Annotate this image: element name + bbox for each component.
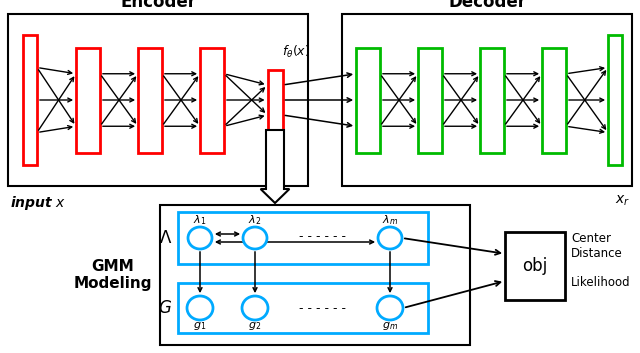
Text: Center
Distance: Center Distance — [571, 232, 623, 259]
Text: $x_r$: $x_r$ — [615, 194, 630, 208]
Bar — [268, 70, 282, 130]
Ellipse shape — [187, 296, 213, 320]
Ellipse shape — [242, 296, 268, 320]
Text: $\lambda_2$: $\lambda_2$ — [248, 213, 262, 227]
Bar — [160, 205, 470, 345]
Text: - - - - - -: - - - - - - — [299, 301, 346, 315]
Text: input $x$: input $x$ — [10, 194, 66, 212]
Bar — [200, 48, 224, 152]
Bar — [356, 48, 380, 152]
Text: $g_2$: $g_2$ — [248, 320, 262, 332]
FancyArrow shape — [260, 130, 289, 203]
Text: - - - - - -: - - - - - - — [299, 231, 346, 244]
Text: Decoder: Decoder — [448, 0, 526, 11]
Text: $\Lambda$: $\Lambda$ — [159, 229, 172, 247]
Bar — [418, 48, 442, 152]
Text: Encoder: Encoder — [120, 0, 196, 11]
Bar — [480, 48, 504, 152]
Bar — [505, 232, 565, 300]
Bar — [23, 35, 37, 165]
Ellipse shape — [243, 227, 267, 249]
Bar — [76, 48, 100, 152]
Text: $g_1$: $g_1$ — [193, 320, 207, 332]
Bar — [138, 48, 162, 152]
Text: GMM
Modeling: GMM Modeling — [74, 259, 152, 291]
Bar — [8, 14, 308, 186]
Text: $\lambda_1$: $\lambda_1$ — [193, 213, 207, 227]
Bar — [178, 283, 428, 333]
Bar — [342, 14, 632, 186]
Ellipse shape — [188, 227, 212, 249]
Bar — [608, 35, 622, 165]
Text: $g_m$: $g_m$ — [382, 320, 398, 332]
Text: $\lambda_m$: $\lambda_m$ — [382, 213, 398, 227]
Text: Likelihood: Likelihood — [571, 276, 630, 289]
Text: $G$: $G$ — [158, 299, 172, 317]
Text: $f_\theta(x)$: $f_\theta(x)$ — [282, 44, 310, 60]
Text: obj: obj — [522, 257, 548, 275]
Ellipse shape — [377, 296, 403, 320]
Bar — [542, 48, 566, 152]
Bar — [178, 212, 428, 264]
Ellipse shape — [378, 227, 402, 249]
